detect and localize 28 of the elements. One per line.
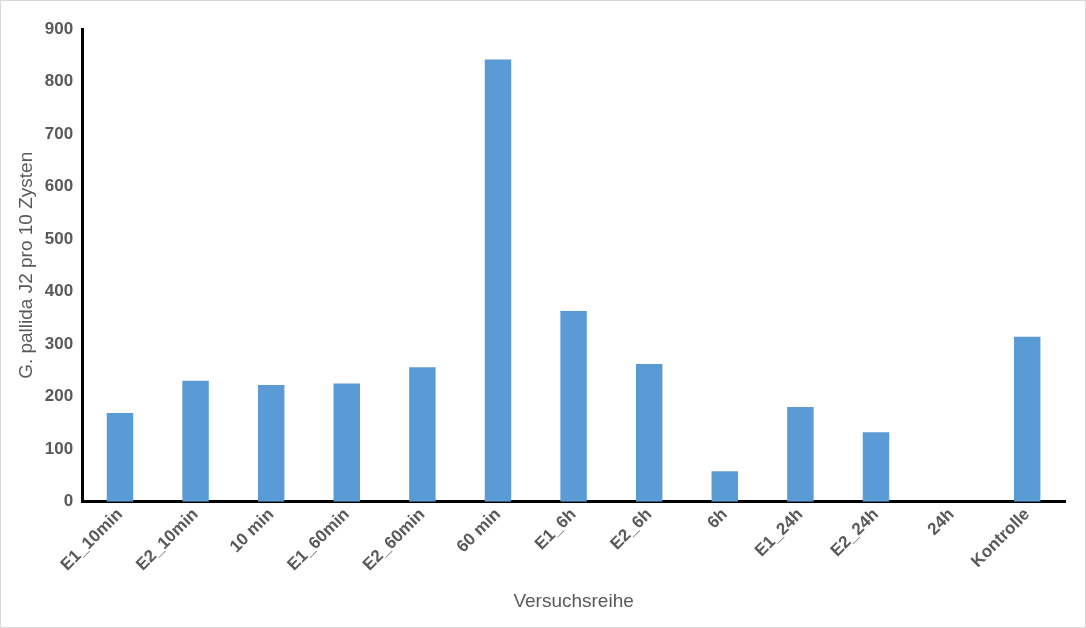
bar (635, 364, 663, 502)
y-tick-label: 200 (44, 386, 74, 406)
bar (106, 412, 134, 502)
y-tick-label: 300 (44, 333, 74, 353)
bar (711, 471, 739, 502)
bar (333, 383, 360, 502)
x-axis-title: Versuchsreihe (513, 589, 634, 611)
y-tick-label: 700 (44, 123, 74, 143)
y-tick-label: 100 (44, 438, 74, 458)
bar (257, 385, 285, 502)
x-tick-label: 60 min (452, 504, 505, 557)
y-tick-label: 0 (63, 491, 74, 511)
y-tick-label: 400 (44, 281, 74, 301)
bar (787, 407, 814, 502)
y-tick-label: 600 (44, 176, 74, 196)
y-tick-label: 800 (44, 71, 74, 91)
bar (862, 432, 890, 502)
x-tick-label: 10 min (225, 504, 278, 557)
x-tick-label: 6h (703, 504, 731, 533)
bar (409, 367, 436, 502)
y-tick-label: 500 (44, 228, 74, 248)
y-tick-label: 900 (44, 18, 74, 38)
bar (1013, 336, 1041, 502)
bar (560, 311, 587, 502)
y-axis-title: G. pallida J2 pro 10 Zysten (14, 151, 36, 379)
bar (484, 59, 512, 502)
x-tick-label: 24h (923, 504, 958, 539)
bar (182, 380, 209, 502)
